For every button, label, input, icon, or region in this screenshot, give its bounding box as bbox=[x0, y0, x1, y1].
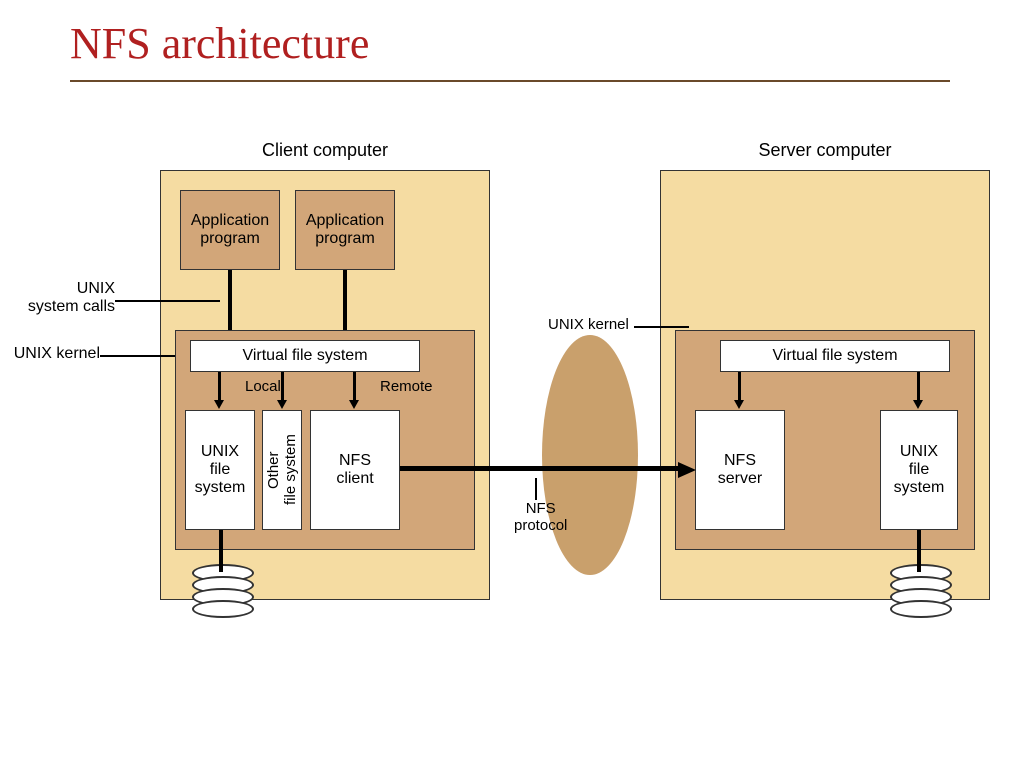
nfs-protocol-label: NFS protocol bbox=[514, 500, 567, 534]
client-app-box-2: Application program bbox=[295, 190, 395, 270]
client-other-fs-box: Other file system bbox=[262, 410, 302, 530]
client-app-box-1: Application program bbox=[180, 190, 280, 270]
slide-title: NFS architecture bbox=[70, 18, 369, 69]
server-vfs-box: Virtual file system bbox=[720, 340, 950, 372]
nfs-protocol-leader bbox=[535, 478, 537, 500]
server-nfs-server-box: NFS server bbox=[695, 410, 785, 530]
client-panel-label: Client computer bbox=[160, 140, 490, 161]
unix-syscalls-leader bbox=[115, 300, 220, 302]
unix-kernel-right-leader bbox=[634, 326, 689, 328]
unix-syscalls-label: UNIX system calls bbox=[0, 280, 115, 316]
server-unix-fs-box: UNIX file system bbox=[880, 410, 958, 530]
unix-kernel-left-label: UNIX kernel bbox=[0, 345, 100, 363]
network-ellipse bbox=[542, 335, 638, 575]
client-unix-fs-box: UNIX file system bbox=[185, 410, 255, 530]
remote-label: Remote bbox=[380, 378, 433, 395]
unix-kernel-left-leader bbox=[100, 355, 175, 357]
title-underline bbox=[70, 80, 950, 82]
unix-kernel-right-label: UNIX kernel bbox=[548, 316, 629, 333]
client-vfs-box: Virtual file system bbox=[190, 340, 420, 372]
server-disk-icon bbox=[890, 570, 952, 618]
client-nfs-client-box: NFS client bbox=[310, 410, 400, 530]
server-panel-label: Server computer bbox=[660, 140, 990, 161]
local-label: Local bbox=[245, 378, 281, 395]
client-disk-icon bbox=[192, 570, 254, 618]
